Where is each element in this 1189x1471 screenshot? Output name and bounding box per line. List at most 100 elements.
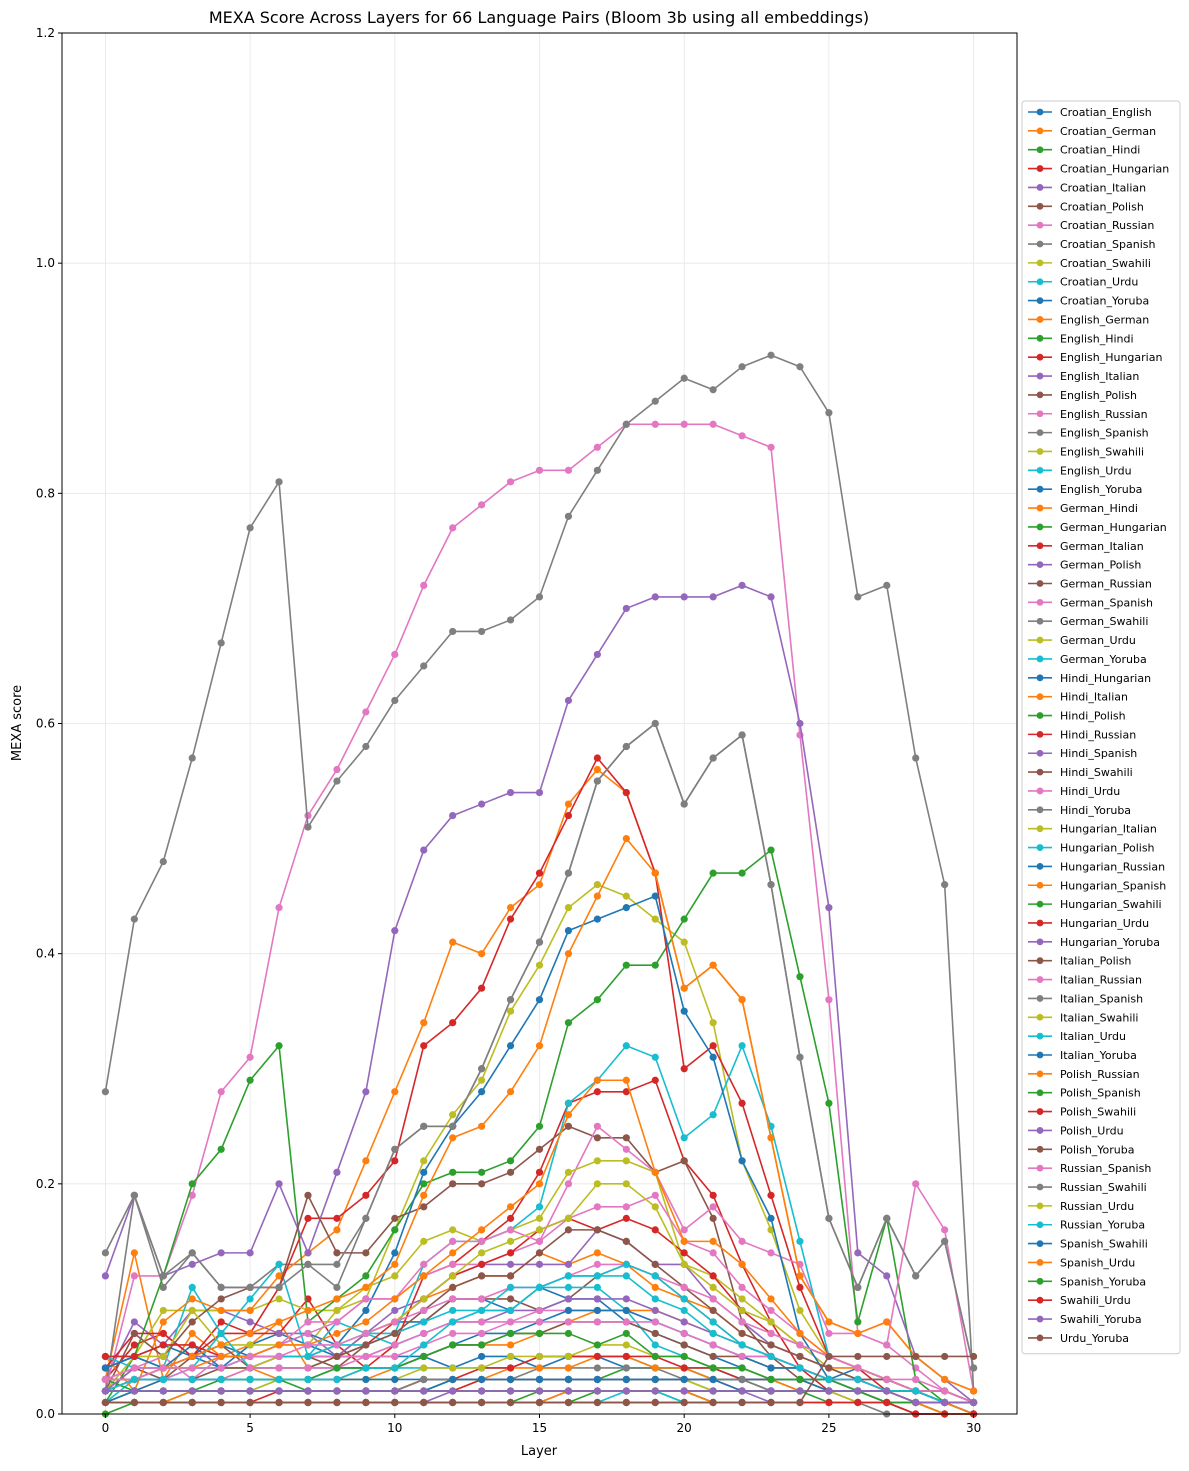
data-point [883, 1214, 891, 1222]
data-point [333, 1398, 341, 1407]
legend-label: English_Swahili [1060, 445, 1144, 458]
data-point [449, 1180, 457, 1188]
data-point [622, 1364, 630, 1372]
data-point [593, 1318, 601, 1326]
data-point [275, 1295, 283, 1303]
data-point [767, 1318, 775, 1326]
legend-swatch-marker [1036, 1145, 1044, 1153]
data-point [449, 1260, 457, 1268]
legend-label: Italian_Swahili [1060, 1011, 1138, 1024]
legend-label: Swahili_Yoruba [1060, 1313, 1142, 1326]
legend-swatch-marker [1036, 1334, 1044, 1342]
data-point [246, 1387, 254, 1395]
data-point [680, 1249, 688, 1257]
data-point [564, 1306, 573, 1315]
data-point [651, 1306, 659, 1315]
legend-label: Russian_Spanish [1060, 1162, 1151, 1175]
data-point [622, 788, 630, 797]
data-point [506, 1352, 515, 1361]
data-point [449, 1019, 457, 1027]
legend-item: Spanish_Yoruba [1028, 1275, 1146, 1288]
data-point [449, 1134, 457, 1142]
data-point [478, 1088, 486, 1096]
data-point [391, 1306, 399, 1315]
data-point [622, 1237, 630, 1245]
data-point [333, 1375, 341, 1384]
legend-label: English_Hungarian [1060, 351, 1162, 364]
data-point [622, 742, 630, 751]
data-point [651, 1191, 659, 1199]
legend-item: Hungarian_Polish [1028, 842, 1155, 855]
data-point [593, 1283, 601, 1292]
data-point [449, 1341, 457, 1349]
data-point [709, 1387, 717, 1395]
data-point [420, 1272, 428, 1280]
legend-item: Italian_Spanish [1028, 992, 1143, 1005]
data-point [101, 1088, 110, 1096]
legend-item: Swahili_Urdu [1028, 1294, 1131, 1307]
legend-swatch-marker [1036, 429, 1044, 437]
legend-swatch-marker [1036, 1221, 1044, 1229]
data-point [130, 1341, 138, 1349]
legend-swatch-marker [1036, 504, 1044, 512]
data-point [304, 1318, 312, 1326]
legend-label: Polish_Spanish [1060, 1087, 1141, 1100]
legend-swatch-marker [1036, 297, 1044, 304]
data-point [420, 1019, 428, 1027]
data-point [680, 1134, 688, 1142]
data-point [362, 1352, 370, 1361]
legend-label: Hungarian_Italian [1060, 823, 1157, 836]
data-point [622, 1352, 630, 1361]
data-point [593, 1352, 601, 1361]
legend-item: Italian_Swahili [1028, 1011, 1138, 1024]
legend-item: German_Hungarian [1028, 521, 1167, 534]
data-point [912, 1387, 920, 1395]
data-point [478, 984, 486, 992]
data-point [391, 650, 399, 659]
data-point [333, 1352, 341, 1361]
data-point [651, 1203, 659, 1211]
legend-swatch-marker [1036, 1183, 1044, 1191]
data-point [478, 1364, 486, 1372]
data-point [941, 1352, 949, 1361]
data-point [333, 1329, 341, 1338]
data-point [188, 1295, 196, 1303]
legend-item: English_Hindi [1028, 332, 1134, 345]
data-point [535, 1249, 544, 1257]
legend-swatch-marker [1036, 485, 1044, 493]
legend-swatch-marker [1036, 655, 1044, 663]
data-point [391, 1260, 399, 1268]
data-point [188, 1318, 196, 1326]
data-point [449, 1398, 457, 1407]
data-point [593, 996, 601, 1004]
legend-label: Polish_Swahili [1060, 1106, 1136, 1119]
data-point [478, 1260, 486, 1268]
data-point [420, 581, 428, 590]
data-point [680, 800, 688, 808]
data-point [362, 1364, 370, 1372]
data-point [449, 938, 457, 946]
data-point [564, 1375, 573, 1384]
data-point [217, 1306, 225, 1315]
legend-label: German_Russian [1060, 578, 1152, 591]
data-point [796, 1341, 804, 1349]
data-point [478, 950, 486, 958]
data-point [304, 1306, 312, 1315]
data-point [420, 1341, 428, 1349]
data-point [912, 1398, 920, 1407]
data-point [188, 1352, 196, 1361]
data-point [130, 1387, 138, 1395]
legend-item: Swahili_Yoruba [1028, 1313, 1142, 1326]
data-point [362, 1341, 370, 1349]
data-point [130, 1398, 138, 1407]
legend-item: Italian_Urdu [1028, 1030, 1126, 1043]
data-point [159, 1272, 167, 1280]
data-point [680, 1341, 688, 1349]
data-point [159, 1364, 167, 1372]
data-point [246, 1398, 254, 1407]
data-point [420, 662, 428, 670]
data-point [651, 420, 659, 428]
data-point [246, 1329, 254, 1338]
data-point [709, 1019, 717, 1027]
data-point [622, 904, 630, 912]
